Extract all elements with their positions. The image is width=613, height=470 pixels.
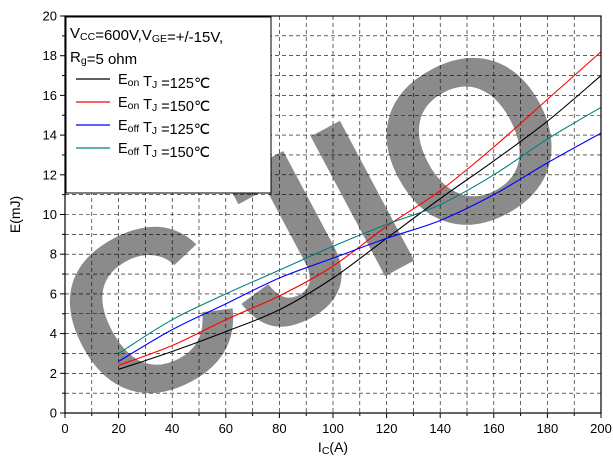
y-tick-label: 8 xyxy=(50,247,57,262)
x-tick-label: 20 xyxy=(111,421,125,436)
series-line-3 xyxy=(118,132,602,362)
y-tick-label: 2 xyxy=(50,366,57,381)
conditions-line-2: Rg=5 ohm xyxy=(70,49,137,68)
x-tick-label: 100 xyxy=(322,421,344,436)
x-tick-label: 140 xyxy=(429,421,451,436)
legend-item: Eon TJ =125℃ xyxy=(76,72,210,92)
series-line-1 xyxy=(118,75,602,370)
y-axis-title: E(mJ) xyxy=(7,196,23,233)
x-tick-label: 80 xyxy=(272,421,286,436)
legend: VCC=600V,VGE=+/-15V, Rg=5 ohm Eon TJ =12… xyxy=(65,16,272,194)
axis-ticks: 0 20 40 60 80 100 120 140 160 180 200 0 2 4 6 8 10 12 14 16… xyxy=(43,9,612,437)
y-tick-label: 4 xyxy=(50,326,57,341)
x-tick-label: 0 xyxy=(61,421,68,436)
series-line-2 xyxy=(118,51,602,366)
legend-label: Eon TJ =125℃ xyxy=(118,72,210,92)
x-tick-label: 180 xyxy=(537,421,559,436)
legend-item: Eon TJ =150℃ xyxy=(76,95,210,115)
legend-label: Eoff TJ =125℃ xyxy=(118,118,210,138)
y-tick-label: 18 xyxy=(43,48,57,63)
series-group xyxy=(118,51,602,370)
y-tick-label: 6 xyxy=(50,286,57,301)
x-tick-label: 60 xyxy=(219,421,233,436)
y-tick-label: 20 xyxy=(43,9,57,24)
x-tick-label: 160 xyxy=(483,421,505,436)
y-tick-label: 14 xyxy=(43,128,57,143)
conditions-line-1: VCC=600V,VGE=+/-15V, xyxy=(70,25,223,46)
x-axis-title: IC(A) xyxy=(318,439,348,457)
legend-box xyxy=(65,16,272,194)
x-tick-label: 40 xyxy=(165,421,179,436)
x-tick-label: 120 xyxy=(376,421,398,436)
y-tick-label: 16 xyxy=(43,88,57,103)
legend-label: Eon TJ =150℃ xyxy=(118,95,210,115)
x-tick-label: 200 xyxy=(590,421,612,436)
y-tick-label: 12 xyxy=(43,167,57,182)
legend-label: Eoff TJ =150℃ xyxy=(118,141,210,161)
y-tick-label: 0 xyxy=(50,406,57,421)
legend-item: Eoff TJ =150℃ xyxy=(76,141,210,161)
legend-item: Eoff TJ =125℃ xyxy=(76,118,210,138)
series-line-4 xyxy=(118,106,602,354)
y-tick-label: 10 xyxy=(43,207,57,222)
